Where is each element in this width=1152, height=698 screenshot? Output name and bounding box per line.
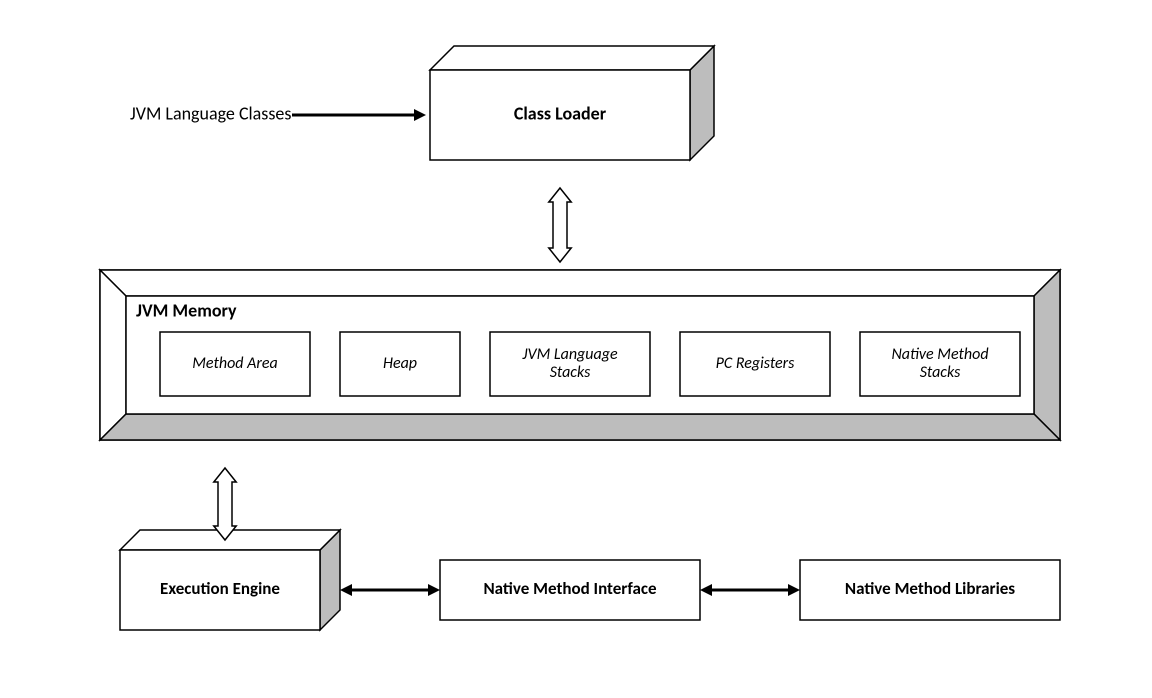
class-loader-box: Class Loader [430, 46, 714, 160]
jvm-memory-item-0: Method Area [160, 332, 310, 396]
double-arrow [340, 584, 440, 596]
jvm-memory-item-3: PC Registers [680, 332, 830, 396]
jvm-memory-item-label: Method Area [192, 354, 277, 373]
hollow-double-arrow [214, 468, 236, 540]
jvm-memory-item-label: PC Registers [716, 354, 796, 373]
native-method-libraries-box: Native Method Libraries [800, 560, 1060, 620]
svg-text:Native Method Interface: Native Method Interface [483, 578, 656, 599]
double-arrow [700, 584, 800, 596]
jvm-memory-item-2: JVM LanguageStacks [490, 332, 650, 396]
execution-engine-box: Execution Engine [120, 530, 340, 630]
svg-text:Native Method Libraries: Native Method Libraries [845, 578, 1015, 599]
jvm-memory-panel: JVM Memory Method Area Heap JVM LanguageSta… [100, 270, 1060, 440]
native-method-interface-box: Native Method Interface [440, 560, 700, 620]
jvm-memory-item-1: Heap [340, 332, 460, 396]
hollow-double-arrow [549, 188, 571, 262]
svg-text:Execution Engine: Execution Engine [160, 578, 280, 599]
arrow [292, 109, 426, 121]
jvm-memory-item-label: Heap [383, 354, 417, 373]
jvm-memory-item-4: Native MethodStacks [860, 332, 1020, 396]
svg-text:Class Loader: Class Loader [514, 102, 607, 124]
input-label: JVM Language Classes [130, 102, 291, 124]
jvm-memory-title: JVM Memory [136, 299, 237, 321]
